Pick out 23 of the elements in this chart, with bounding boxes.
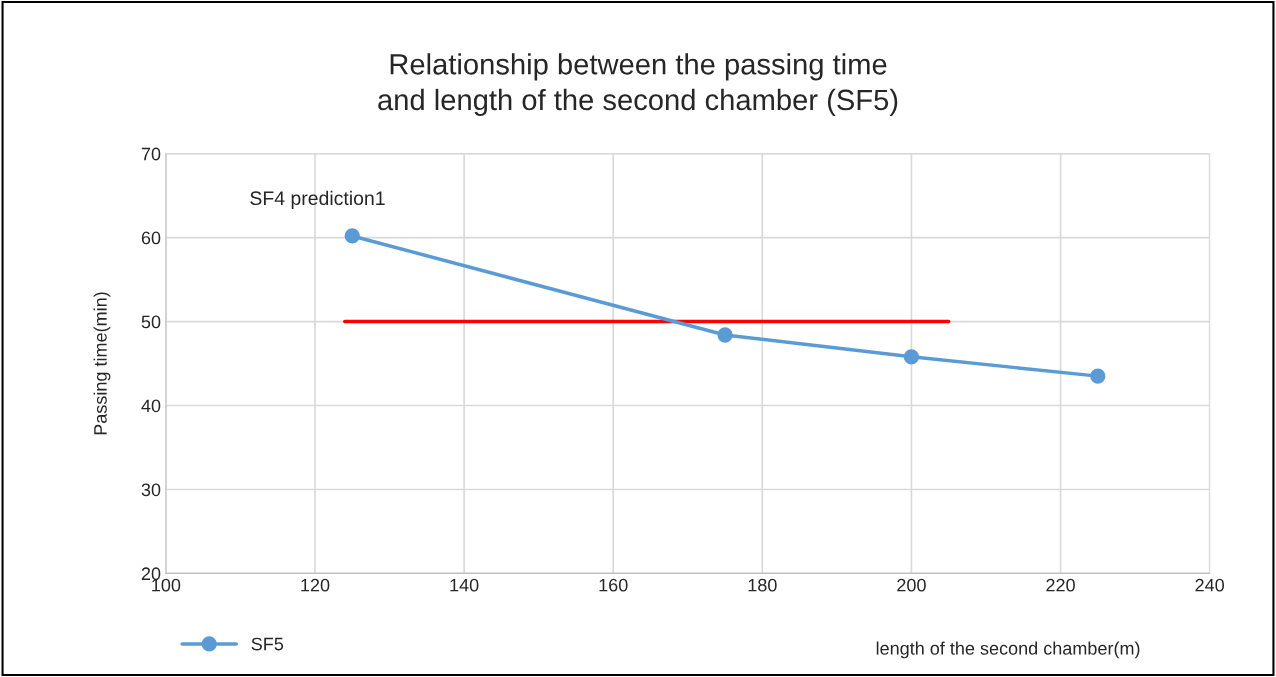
x-tick-label: 160	[599, 578, 628, 592]
x-tick-label: 200	[897, 578, 926, 592]
x-tick-label: 240	[1195, 578, 1225, 592]
y-tick-label: 70	[141, 147, 161, 161]
y-tick-label: 50	[141, 315, 161, 329]
y-axis-title: Passing time(min)	[93, 292, 111, 435]
y-tick-label: 60	[141, 231, 161, 245]
legend-label: SF5	[251, 637, 284, 651]
y-tick-label: 20	[141, 567, 161, 581]
annotation: SF4 prediction1	[250, 190, 385, 209]
chart-title: Relationship between the passing time and length of the second chamber (SF5)	[378, 53, 898, 117]
x-axis-title: length of the second chamber(m)	[876, 641, 1140, 659]
x-tick-label: 220	[1046, 578, 1075, 592]
y-tick-label: 40	[141, 399, 161, 413]
point	[344, 228, 360, 244]
point	[1090, 368, 1106, 384]
x-tick-label: 140	[450, 578, 479, 592]
x-tick-label: 120	[301, 578, 330, 592]
x-tick-label: 100	[152, 578, 181, 592]
x-tick-label: 180	[748, 578, 777, 592]
point	[903, 349, 920, 365]
y-tick-label: 30	[141, 483, 161, 497]
point	[717, 327, 733, 343]
